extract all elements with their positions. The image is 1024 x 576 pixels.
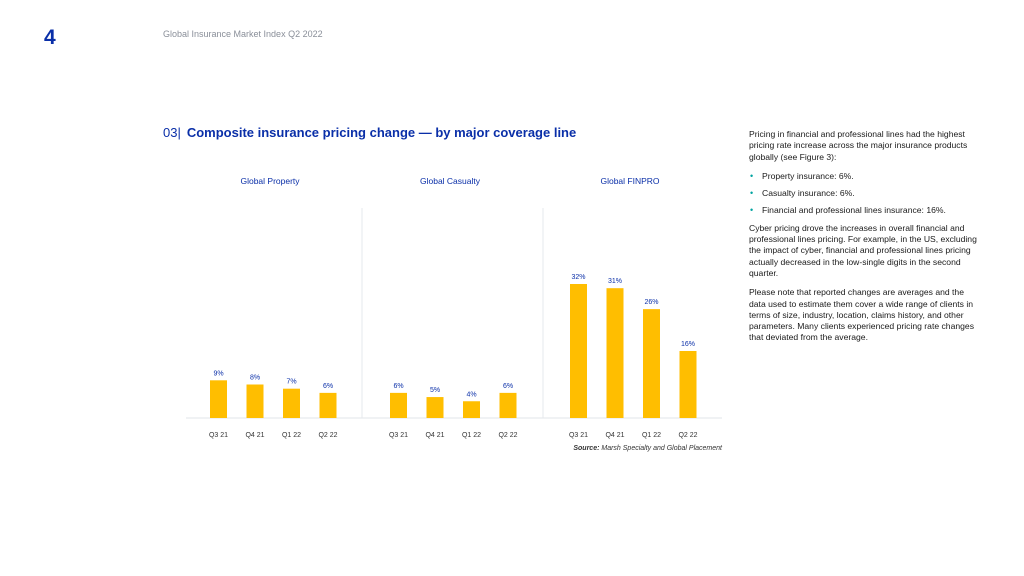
side-paragraph-2: Cyber pricing drove the increases in ove…: [749, 222, 977, 278]
page-number: 4: [44, 26, 56, 49]
figure-title: 03| Composite insurance pricing change — …: [163, 125, 576, 140]
side-intro: Pricing in financial and professional li…: [749, 129, 968, 162]
side-bullet-text: Casualty insurance: 6%.: [762, 188, 855, 199]
x-tick-label: Q2 22: [678, 432, 697, 439]
bar: [210, 380, 227, 418]
panel-title: Global Property: [240, 176, 300, 186]
panel-title: Global Casualty: [420, 176, 481, 186]
x-tick-label: Q4 21: [605, 432, 624, 439]
x-tick-label: Q3 21: [209, 432, 228, 439]
x-tick-label: Q2 22: [318, 432, 337, 439]
bar-value-label: 4%: [466, 391, 476, 398]
bar: [643, 309, 660, 418]
side-bullet: • Casualty insurance: 6%.: [749, 188, 981, 199]
bar: [499, 392, 517, 418]
bar: [570, 284, 587, 418]
figure-title-text: Composite insurance pricing change — by …: [186, 125, 577, 140]
bar-value-label: 6%: [393, 383, 403, 390]
bar: [390, 392, 407, 418]
side-bullet-text: Financial and professional lines insuran…: [762, 205, 946, 216]
bar: [679, 351, 697, 418]
bar: [246, 384, 264, 418]
bar: [319, 392, 337, 418]
bullet-icon: •: [750, 205, 754, 216]
side-paragraph-3: Please note that reported changes are av…: [749, 287, 974, 343]
source-text: Marsh Specialty and Global Placement: [601, 445, 722, 452]
figure-number: 03|: [163, 125, 181, 140]
x-tick-label: Q1 22: [642, 432, 661, 439]
bar-value-label: 6%: [323, 383, 333, 390]
bar-value-label: 7%: [286, 379, 296, 386]
side-bullet: • Financial and professional lines insura…: [749, 205, 981, 216]
panel-title: Global FINPRO: [600, 176, 659, 186]
bar-value-label: 32%: [571, 274, 585, 281]
header-title: Global Insurance Market Index Q2 2022: [163, 29, 323, 39]
bar-value-label: 5%: [430, 387, 440, 394]
x-tick-label: Q1 22: [462, 432, 481, 439]
bar-value-label: 31%: [608, 278, 622, 285]
bar-value-label: 26%: [644, 299, 658, 306]
bar-value-label: 8%: [250, 375, 260, 382]
side-bullets: • Property insurance: 6%. • Casualty insur…: [749, 171, 981, 217]
side-bullet-text: Property insurance: 6%.: [762, 170, 854, 181]
side-bullet: • Property insurance: 6%.: [749, 171, 981, 182]
x-tick-label: Q2 22: [498, 432, 517, 439]
x-tick-label: Q4 21: [425, 432, 444, 439]
bullet-icon: •: [750, 170, 754, 181]
bar: [606, 288, 624, 418]
bar: [426, 397, 444, 418]
x-tick-label: Q3 21: [569, 432, 588, 439]
bar-value-label: 9%: [213, 370, 223, 377]
bullet-icon: •: [750, 188, 754, 199]
chart-source: Source: Marsh Specialty and Global Place…: [573, 445, 722, 452]
x-tick-label: Q1 22: [282, 432, 301, 439]
bar: [463, 401, 480, 418]
source-label: Source:: [573, 445, 600, 452]
x-tick-label: Q3 21: [389, 432, 408, 439]
x-tick-label: Q4 21: [245, 432, 264, 439]
bar: [283, 388, 300, 418]
bar-value-label: 16%: [681, 341, 695, 348]
side-text: Pricing in financial and professional li…: [749, 129, 981, 352]
bar-value-label: 6%: [503, 383, 513, 390]
